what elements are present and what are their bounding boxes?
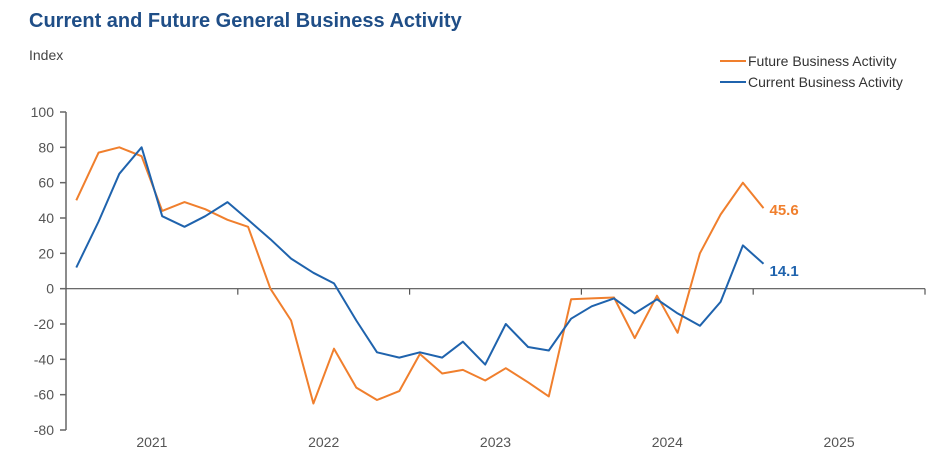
series-line-current: [75, 146, 765, 366]
x-tick-label: 2022: [308, 434, 339, 450]
y-tick-label: -60: [34, 387, 54, 403]
legend-label-current: Current Business Activity: [748, 73, 903, 90]
y-tick-label: 20: [38, 245, 54, 261]
legend-swatch-future: [720, 59, 746, 62]
x-tick-label: 2025: [824, 434, 855, 450]
y-tick-label: -80: [34, 422, 54, 438]
y-tick-label: -20: [34, 316, 54, 332]
legend-item-future: Future Business Activity: [720, 50, 903, 71]
y-tick-label: 0: [46, 281, 54, 297]
y-tick-label: -40: [34, 351, 54, 367]
series-line-future: [75, 146, 765, 405]
legend: Future Business Activity Current Busines…: [720, 50, 903, 92]
y-tick-label: 100: [31, 104, 55, 120]
x-tick-label: 2021: [136, 434, 167, 450]
y-tick-label: 40: [38, 210, 54, 226]
legend-swatch-current: [720, 80, 746, 83]
legend-label-future: Future Business Activity: [748, 52, 897, 69]
y-tick-label: 80: [38, 139, 54, 155]
end-value-label: 45.6: [770, 202, 799, 219]
x-tick-label: 2024: [652, 434, 683, 450]
y-tick-label: 60: [38, 175, 54, 191]
end-value-label: 14.1: [770, 263, 799, 280]
legend-item-current: Current Business Activity: [720, 71, 903, 92]
chart-title: Current and Future General Business Acti…: [29, 10, 462, 32]
x-tick-label: 2023: [480, 434, 511, 450]
y-axis-label: Index: [29, 47, 64, 63]
